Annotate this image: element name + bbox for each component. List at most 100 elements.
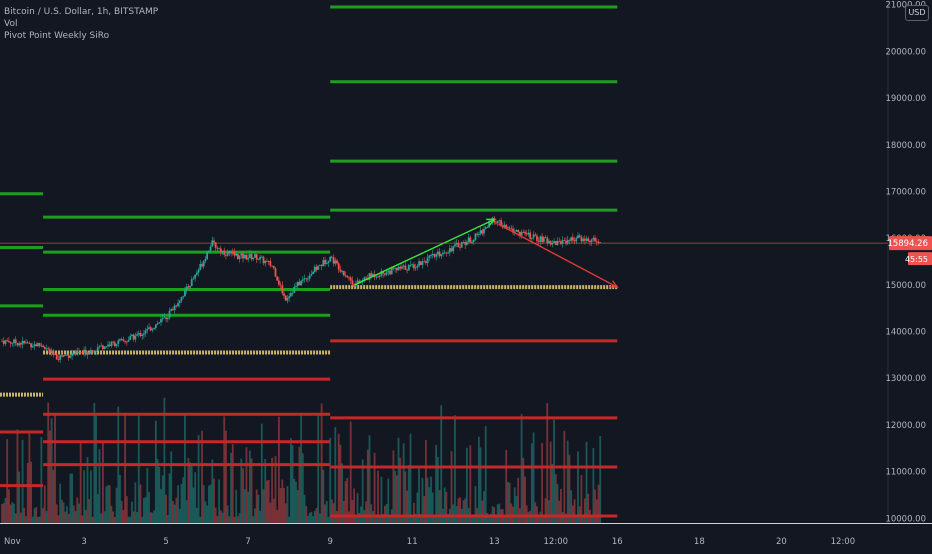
candle-body bbox=[483, 228, 485, 234]
candle-body bbox=[356, 280, 359, 284]
volume-bar bbox=[484, 425, 487, 523]
volume-bar bbox=[172, 500, 174, 523]
volume-bar bbox=[213, 478, 215, 523]
volume-bar bbox=[238, 513, 241, 523]
candle-body bbox=[524, 231, 526, 234]
time-tick-label: 7 bbox=[245, 537, 250, 547]
volume-bar bbox=[202, 485, 205, 523]
volume-bar bbox=[142, 497, 145, 523]
volume-bar bbox=[426, 477, 429, 523]
price-axis[interactable]: 10000.00 11000.00 12000.00 13000.00 14000.00… bbox=[885, 0, 932, 550]
candle-body bbox=[421, 261, 424, 265]
volume-bar bbox=[228, 516, 231, 523]
candle-body bbox=[578, 235, 581, 238]
candle-body bbox=[503, 224, 506, 228]
candle-body bbox=[124, 340, 126, 342]
candle-body bbox=[546, 237, 549, 244]
candle-body bbox=[411, 264, 414, 266]
volume-bar bbox=[334, 427, 337, 523]
candle-body bbox=[324, 259, 326, 264]
candle-body bbox=[262, 256, 265, 264]
candle-body bbox=[462, 242, 465, 243]
volume-bar bbox=[81, 515, 84, 523]
candle-body bbox=[349, 277, 352, 281]
candle-body bbox=[35, 344, 38, 347]
candle-body bbox=[532, 234, 535, 238]
candle-body bbox=[435, 254, 438, 257]
candle-body bbox=[445, 252, 448, 254]
candle-body bbox=[460, 242, 463, 248]
candle-body bbox=[436, 251, 439, 255]
candle-body bbox=[134, 335, 137, 340]
volume-bar bbox=[175, 497, 178, 523]
volume-bar bbox=[298, 446, 301, 523]
symbol-title[interactable]: Bitcoin / U.S. Dollar, 1h, BITSTAMP bbox=[4, 7, 159, 17]
time-tick-label: 13 bbox=[489, 537, 500, 547]
candle-body bbox=[180, 297, 183, 301]
candle-body bbox=[37, 343, 39, 347]
candle-body bbox=[66, 354, 68, 356]
volume-bar bbox=[542, 516, 545, 523]
volume-bar bbox=[414, 513, 417, 523]
candle-body bbox=[2, 340, 5, 344]
currency-button[interactable]: USD bbox=[905, 5, 929, 21]
volume-bar bbox=[435, 444, 438, 523]
candle-body bbox=[296, 281, 299, 287]
volume-bar bbox=[370, 504, 373, 523]
candle-body bbox=[257, 259, 260, 261]
candle-body bbox=[284, 295, 287, 301]
volume-bar bbox=[137, 413, 140, 523]
candle-body bbox=[495, 222, 497, 224]
volume-bar bbox=[406, 490, 408, 523]
volume-bar bbox=[233, 516, 236, 523]
volume-indicator-label[interactable]: Vol bbox=[4, 19, 18, 29]
candle-body bbox=[404, 265, 407, 270]
candle-body bbox=[477, 234, 480, 235]
candle-body bbox=[303, 278, 306, 280]
volume-bar bbox=[62, 502, 65, 523]
candle-body bbox=[148, 327, 150, 329]
volume-bar bbox=[248, 450, 251, 523]
volume-bar bbox=[308, 512, 311, 523]
candle-body bbox=[137, 332, 140, 335]
candle-body bbox=[406, 269, 408, 271]
candle-body bbox=[397, 266, 400, 271]
volume-bar bbox=[474, 486, 477, 523]
candle-body bbox=[269, 261, 272, 266]
volume-bar bbox=[71, 473, 74, 523]
volume-bar bbox=[40, 436, 43, 523]
candle-body bbox=[378, 275, 381, 277]
volume-bar bbox=[520, 414, 523, 523]
volume-histogram bbox=[1, 397, 602, 523]
volume-bar bbox=[303, 494, 306, 523]
volume-bar bbox=[100, 513, 103, 523]
candle-body bbox=[9, 342, 12, 344]
candle-body bbox=[117, 340, 120, 345]
candle-body bbox=[525, 233, 528, 235]
candle-body bbox=[214, 242, 217, 249]
volume-bar bbox=[450, 451, 453, 523]
volume-bar bbox=[185, 500, 188, 523]
volume-bar bbox=[544, 498, 547, 523]
candle-body bbox=[500, 220, 502, 226]
candle-body bbox=[293, 286, 296, 293]
candle-body bbox=[233, 252, 236, 256]
volume-bar bbox=[472, 516, 475, 523]
volume-bar bbox=[563, 430, 566, 523]
volume-bar bbox=[479, 447, 482, 523]
volume-bar bbox=[423, 496, 426, 523]
pivot-indicator-label[interactable]: Pivot Point Weekly SiRo bbox=[4, 31, 110, 41]
volume-bar bbox=[125, 496, 128, 523]
volume-bar bbox=[361, 459, 364, 523]
candle-body bbox=[594, 237, 596, 242]
candle-body bbox=[163, 317, 166, 319]
candle-body bbox=[219, 248, 222, 253]
volume-bar bbox=[158, 466, 161, 523]
trend-arrows bbox=[354, 218, 619, 288]
candle-body bbox=[144, 330, 147, 334]
volume-bar bbox=[236, 516, 239, 523]
time-axis[interactable]: Nov 3 5 7 9 11 13 12:00 16 18 20 12:00 bbox=[0, 523, 932, 550]
candle-body bbox=[534, 234, 537, 236]
